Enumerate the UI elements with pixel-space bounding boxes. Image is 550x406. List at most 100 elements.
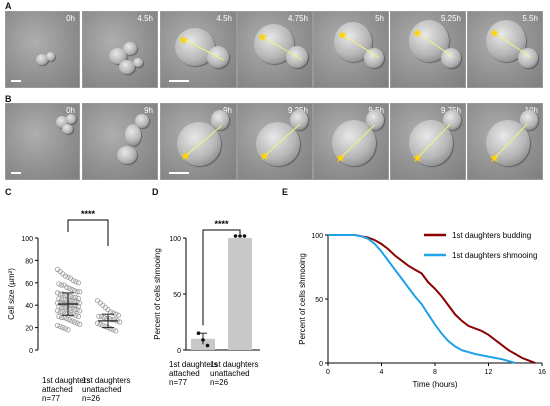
c-data-point [96, 313, 102, 320]
micrograph-a-6: 5.5h ★ [467, 11, 543, 88]
d-category-label: attached [169, 369, 200, 378]
c-data-point [58, 297, 65, 303]
c-data-point [117, 319, 123, 325]
d-data-point [205, 343, 210, 348]
micrograph-b-6: 10h ★ [467, 103, 543, 180]
d-category-label: 1st daughters [210, 360, 258, 369]
c-y-tick-label: 20 [25, 326, 33, 333]
c-data-point [60, 325, 66, 331]
c-data-point [54, 290, 61, 296]
e-x-tick-label: 8 [433, 369, 437, 376]
c-data-point [113, 328, 119, 334]
c-category-label: 1st daughters [42, 376, 90, 385]
c-data-point [58, 314, 65, 321]
e-y-tick-label: 100 [311, 233, 323, 240]
d-category-label: unattached [210, 369, 250, 378]
c-data-point [69, 318, 75, 324]
c-data-point [57, 300, 63, 306]
c-data-point [71, 288, 78, 294]
panel-label-d: D [152, 187, 159, 197]
c-category-label: n=26 [82, 394, 101, 403]
chart-d: 0 50 100 Percent of cells shmooing **** 1st d… [153, 219, 260, 387]
c-data-point [57, 323, 63, 330]
c-y-tick-label: 0 [29, 348, 33, 355]
micrograph-b-5: 9.75h ★ [390, 103, 466, 180]
micrograph-a-0: 0h [5, 11, 80, 88]
c-data-point [54, 300, 61, 306]
c-category-label: attached [42, 385, 73, 394]
c-data-point [64, 316, 70, 322]
d-significance-label: **** [214, 219, 229, 229]
e-y-axis-label: Percent of cells shmooing [298, 253, 307, 345]
c-category-label: unattached [82, 385, 122, 394]
e-series-line [328, 234, 516, 364]
c-data-point [70, 294, 76, 300]
panel-label-a: A [5, 1, 12, 11]
micrograph-b-1: 9h [82, 103, 158, 180]
c-y-tick-label: 80 [25, 258, 33, 265]
c-data-point [109, 317, 115, 323]
d-y-tick-label: 100 [169, 236, 181, 243]
d-significance-bracket [202, 229, 241, 326]
c-data-point [110, 310, 116, 316]
chart-e: 0 50 100 0 4 8 12 16 Time (hours) Percent of cell… [298, 231, 546, 389]
c-data-point [57, 291, 63, 297]
e-x-tick-label: 0 [326, 369, 330, 376]
c-data-point [75, 303, 82, 309]
c-data-point [70, 311, 76, 317]
c-data-point [66, 285, 72, 292]
c-data-point [73, 294, 79, 300]
micrograph-a-1: 4.5h [82, 11, 158, 88]
e-x-axis-label: Time (hours) [412, 380, 457, 389]
d-category-label: 1st daughters [169, 360, 217, 369]
c-significance-bracket [67, 219, 109, 246]
micrograph-a-4: 5h ★ [313, 11, 389, 88]
c-data-point [62, 326, 69, 332]
c-data-point [74, 307, 80, 313]
c-data-point [75, 280, 82, 286]
c-data-point [64, 284, 70, 290]
c-y-tick-label: 40 [25, 303, 33, 310]
c-data-point [73, 279, 79, 285]
c-data-point [68, 293, 74, 299]
c-data-point [71, 319, 78, 325]
c-data-point [73, 302, 79, 308]
c-data-point [97, 321, 103, 327]
c-data-point [65, 327, 71, 333]
micrograph-a-3: 4.75h ★ [237, 11, 313, 88]
c-category-label: 1st daughters [82, 376, 130, 385]
c-data-point [75, 295, 82, 302]
micrograph-a-2: 4.5h ★ [160, 11, 237, 88]
c-data-point [66, 317, 72, 323]
c-data-point [62, 292, 69, 298]
c-data-point [95, 320, 101, 326]
c-data-point [101, 314, 107, 321]
c-data-point [77, 300, 83, 306]
c-data-point [61, 304, 67, 311]
c-data-point [77, 308, 83, 314]
chart-c: 0 20 40 60 80 100 Cell size (µm²) **** 1st daugh… [7, 209, 130, 403]
micrograph-a-5: 5.25h ★ [390, 11, 466, 88]
c-data-point [64, 298, 70, 304]
c-data-point [77, 289, 83, 295]
e-x-tick-label: 16 [538, 369, 546, 376]
c-data-point [65, 274, 71, 280]
e-x-tick-label: 4 [380, 369, 384, 376]
d-y-axis-label: Percent of cells shmooing [153, 248, 162, 340]
c-y-tick-label: 100 [21, 236, 33, 243]
c-data-point [98, 313, 105, 320]
c-data-point [62, 273, 69, 279]
c-data-point [69, 286, 75, 293]
c-y-axis-label: Cell size (µm²) [7, 268, 16, 320]
micrograph-b-3: 9.25h ★ [237, 103, 313, 180]
c-data-point [100, 322, 106, 328]
c-data-point [108, 326, 114, 332]
c-data-point [77, 321, 83, 327]
c-data-point [66, 298, 72, 304]
c-data-point [64, 304, 70, 311]
c-data-point [74, 289, 80, 295]
d-data-point [242, 234, 247, 238]
c-data-point [60, 291, 66, 297]
e-y-tick-label: 0 [319, 361, 323, 368]
d-y-tick-label: 0 [177, 348, 181, 355]
